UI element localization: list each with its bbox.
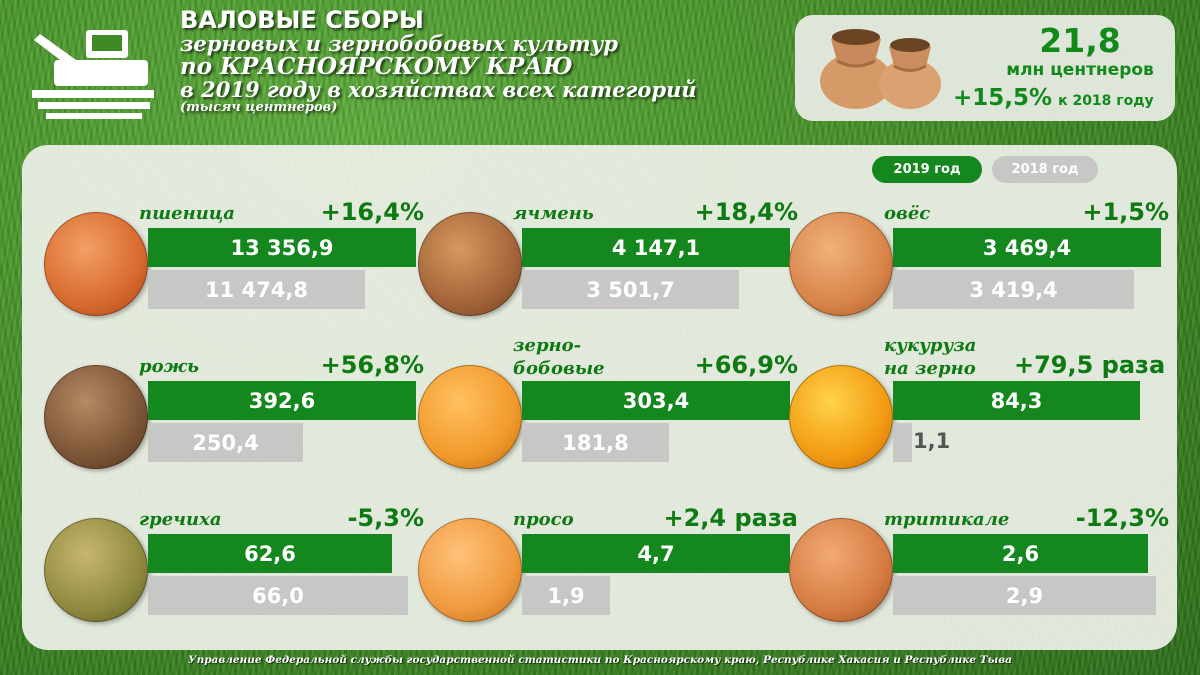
crop-buckwheat: гречиха -5,3% 62,6 66,0 xyxy=(44,504,424,658)
bar-2018: 3 419,4 xyxy=(893,270,1134,309)
title-line-3: по КРАСНОЯРСКОМУ КРАЮ xyxy=(180,53,573,81)
bar-2018: 250,4 xyxy=(148,423,303,462)
bar-2019: 4,7 xyxy=(522,534,790,573)
bar-2019: 4 147,1 xyxy=(522,228,790,267)
barley-grain-icon xyxy=(418,212,522,316)
grain-sack-icon xyxy=(879,38,941,109)
bar-2018-value: 1,1 xyxy=(913,429,951,453)
crop-label: пшеница xyxy=(139,203,235,224)
summary-change: +15,5% к 2018 году xyxy=(953,85,1154,111)
grain-sack-icon xyxy=(820,29,892,109)
title-line-1: ВАЛОВЫЕ СБОРЫ xyxy=(180,6,424,34)
summary-unit: млн центнеров xyxy=(1006,60,1154,80)
crop-label-line-2: бобовые xyxy=(513,357,605,379)
crop-label: тритикале xyxy=(884,509,1010,530)
triticale-grain-icon xyxy=(789,518,893,622)
crop-label: гречиха xyxy=(139,509,222,530)
bar-2019: 392,6 xyxy=(148,381,416,420)
bar-2018: 1,9 xyxy=(522,576,610,615)
wheat-grain-icon xyxy=(44,212,148,316)
crop-label: рожь xyxy=(139,356,199,377)
title-units: (тысяч центнеров) xyxy=(180,100,338,116)
crop-change: +18,4% xyxy=(694,198,798,226)
crop-label: кукуруза на зерно xyxy=(884,335,976,380)
bar-2019: 303,4 xyxy=(522,381,790,420)
crop-label: зерно-бобовые xyxy=(513,335,605,380)
bar-2019: 84,3 xyxy=(893,381,1140,420)
crop-change: -12,3% xyxy=(1075,504,1169,532)
crop-change: +56,8% xyxy=(320,351,424,379)
crop-change: -5,3% xyxy=(347,504,424,532)
bar-2019: 3 469,4 xyxy=(893,228,1161,267)
bar-2018: 3 501,7 xyxy=(522,270,739,309)
summary-box: 21,8 млн центнеров +15,5% к 2018 году xyxy=(795,15,1175,121)
crop-oats: овёс +1,5% 3 469,4 3 419,4 xyxy=(789,198,1169,352)
pea-grain-icon xyxy=(418,365,522,469)
crop-barley: ячмень +18,4% 4 147,1 3 501,7 xyxy=(418,198,798,352)
summary-change-label: к 2018 году xyxy=(1058,93,1154,109)
combine-harvester-icon xyxy=(32,30,154,119)
summary-total-value: 21,8 xyxy=(1039,21,1121,60)
crop-change: +16,4% xyxy=(320,198,424,226)
crop-label: овёс xyxy=(884,203,931,224)
bar-2019: 62,6 xyxy=(148,534,392,573)
bar-2018: 2,9 xyxy=(893,576,1156,615)
bar-2019: 13 356,9 xyxy=(148,228,416,267)
crop-change: +2,4 раза xyxy=(663,504,799,532)
crop-triticale: тритикале -12,3% 2,6 2,9 xyxy=(789,504,1169,658)
crop-wheat: пшеница +16,4% 13 356,9 11 474,8 xyxy=(44,198,424,352)
rye-grain-icon xyxy=(44,365,148,469)
crop-corn: кукуруза на зерно +79,5 раза 84,3 1,1 xyxy=(789,335,1169,505)
bar-2018: 11 474,8 xyxy=(148,270,365,309)
crop-label: ячмень xyxy=(513,203,594,224)
crop-label: просо xyxy=(513,509,574,530)
title-line-4: в 2019 году в хозяйствах всех категорий xyxy=(180,77,697,103)
crop-rye: рожь +56,8% 392,6 250,4 xyxy=(44,351,424,505)
title-block: ВАЛОВЫЕ СБОРЫ зерновых и зернобобовых ку… xyxy=(180,6,780,116)
bar-2018: 66,0 xyxy=(148,576,408,615)
crop-label-line-2: на зерно xyxy=(884,357,976,379)
legend-2018: 2018 год xyxy=(992,156,1098,183)
corn-grain-icon xyxy=(789,365,893,469)
crop-legumes: зерно-бобовые +66,9% 303,4 181,8 xyxy=(418,335,798,505)
crop-label-line-1: зерно- xyxy=(513,335,582,356)
crop-change: +66,9% xyxy=(694,351,798,379)
millet-grain-icon xyxy=(418,518,522,622)
crop-change: +1,5% xyxy=(1082,198,1169,226)
oat-grain-icon xyxy=(789,212,893,316)
crop-millet: просо +2,4 раза 4,7 1,9 xyxy=(418,504,798,658)
footer-source: Управление Федеральной службы государств… xyxy=(188,654,1012,666)
legend-2019: 2019 год xyxy=(872,156,982,183)
crop-label-line-1: кукуруза xyxy=(884,335,977,356)
bar-2018 xyxy=(893,423,912,462)
crops-panel: 2019 год 2018 год пшеница +16,4% 13 356,… xyxy=(22,145,1177,650)
title-line-2: зерновых и зернобобовых культур xyxy=(180,31,618,57)
bar-2018: 181,8 xyxy=(522,423,669,462)
bar-2019: 2,6 xyxy=(893,534,1148,573)
summary-change-value: +15,5% xyxy=(953,85,1053,111)
buckwheat-grain-icon xyxy=(44,518,148,622)
crop-change: +79,5 раза xyxy=(1014,351,1166,379)
